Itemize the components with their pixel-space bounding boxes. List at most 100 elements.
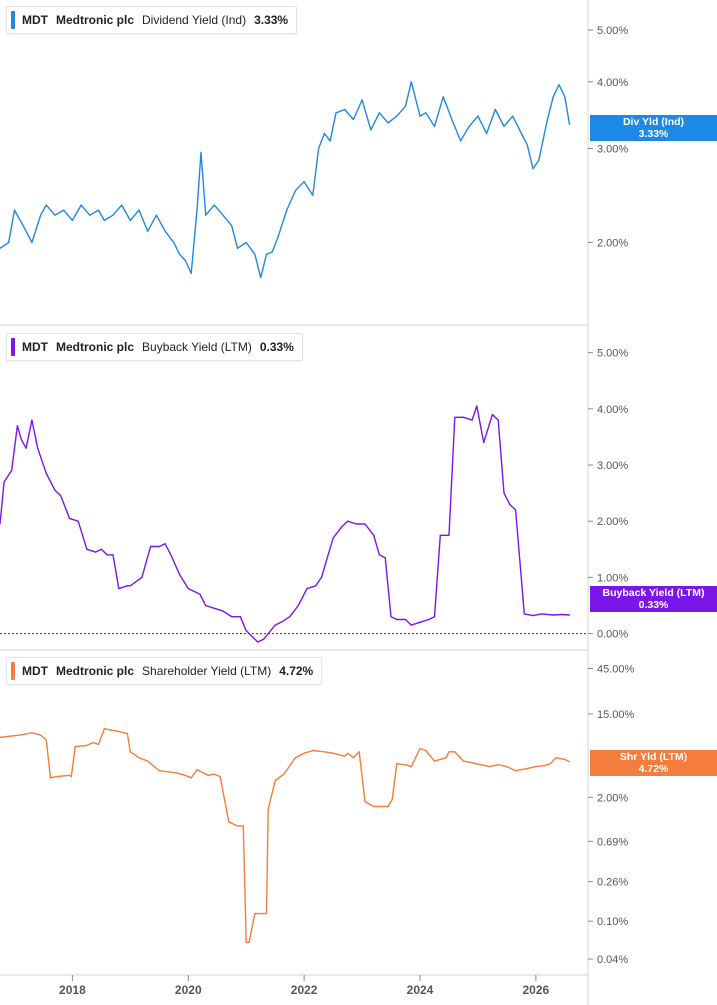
data-point-shareholder	[312, 749, 314, 752]
data-point-buyback	[523, 613, 525, 615]
data-point-dividend	[404, 105, 407, 107]
data-point-buyback	[11, 470, 13, 472]
y-tick-label: 1.00%	[597, 572, 628, 584]
data-point-shareholder	[471, 762, 473, 764]
data-point-buyback	[231, 616, 233, 618]
data-point-buyback	[239, 616, 241, 618]
y-tick-label: 3.00%	[597, 143, 628, 155]
data-point-dividend	[129, 219, 131, 221]
data-point-buyback	[95, 551, 97, 553]
y-tick-label: 2.00%	[597, 237, 628, 249]
data-point-shareholder	[118, 730, 120, 733]
legend-shareholder-yield[interactable]: MDT Medtronic plc Shareholder Yield (LTM…	[6, 657, 323, 685]
x-tick-label: 2024	[407, 983, 434, 997]
data-point-dividend	[213, 204, 215, 206]
tag-shareholder-yield: Shr Yld (LTM) 4.72%	[590, 750, 717, 776]
data-point-shareholder	[497, 764, 499, 766]
data-point-dividend	[378, 112, 380, 114]
data-point-dividend	[190, 272, 192, 274]
data-point-dividend	[370, 129, 372, 131]
data-point-shareholder	[448, 751, 450, 753]
data-point-shareholder	[378, 805, 380, 808]
data-point-dividend	[451, 118, 453, 121]
data-point-dividend	[361, 99, 363, 101]
data-point-buyback	[118, 588, 120, 590]
data-point-shareholder	[74, 746, 76, 748]
data-point-dividend	[31, 241, 33, 244]
data-point-shareholder	[190, 777, 192, 779]
data-point-shareholder	[126, 733, 128, 735]
data-point-buyback	[54, 489, 56, 491]
data-point-shareholder	[410, 766, 412, 768]
data-point-shareholder	[0, 736, 1, 738]
data-point-buyback	[213, 607, 215, 609]
data-point-buyback	[497, 419, 499, 421]
data-point-shareholder	[404, 764, 407, 766]
data-point-buyback	[112, 554, 114, 556]
tag-value: 3.33%	[638, 128, 669, 140]
data-point-dividend	[103, 219, 105, 221]
data-point-buyback	[428, 618, 430, 621]
y-tick-label: 3.00%	[597, 460, 628, 472]
data-point-dividend	[89, 214, 91, 216]
tag-value: 0.33%	[638, 599, 669, 611]
data-point-buyback	[568, 614, 571, 616]
data-point-buyback	[396, 618, 398, 621]
data-point-buyback	[86, 548, 88, 550]
data-point-buyback	[60, 495, 62, 497]
data-point-dividend	[329, 140, 331, 142]
y-tick-label: 0.00%	[597, 629, 628, 641]
data-point-buyback	[45, 472, 47, 475]
data-point-buyback	[373, 534, 375, 536]
data-point-dividend	[173, 241, 175, 244]
data-point-dividend	[164, 230, 166, 232]
data-point-buyback	[245, 630, 247, 632]
y-tick-label: 2.00%	[597, 516, 628, 528]
data-point-shareholder	[11, 735, 13, 737]
data-point-buyback	[410, 624, 412, 626]
data-point-buyback	[164, 543, 166, 545]
y-tick-label: 0.04%	[597, 954, 628, 966]
data-point-buyback	[150, 545, 152, 548]
data-point-dividend	[526, 144, 528, 146]
data-point-dividend	[387, 122, 389, 124]
y-tick-label: 0.69%	[597, 836, 628, 848]
data-point-shareholder	[86, 744, 88, 747]
legend-company: Medtronic plc	[56, 13, 135, 27]
data-point-shareholder	[488, 766, 491, 768]
data-point-shareholder	[419, 747, 421, 750]
legend-buyback-yield[interactable]: MDT Medtronic plc Buyback Yield (LTM) 0.…	[6, 333, 303, 361]
data-point-buyback	[503, 492, 505, 494]
legend-metric: Dividend Yield (Ind)	[142, 13, 247, 27]
data-point-dividend	[410, 81, 412, 83]
data-point-shareholder	[387, 805, 389, 808]
data-point-shareholder	[425, 749, 427, 752]
data-point-buyback	[141, 576, 143, 579]
data-point-dividend	[200, 151, 202, 153]
data-point-shareholder	[49, 777, 52, 779]
data-point-dividend	[80, 204, 82, 206]
data-point-shareholder	[92, 742, 94, 744]
data-point-shareholder	[103, 728, 105, 730]
tag-dividend-yield: Div Yld (Ind) 3.33%	[590, 115, 717, 141]
data-point-buyback	[100, 548, 102, 550]
data-point-dividend	[231, 225, 233, 227]
data-point-dividend	[54, 214, 56, 216]
data-point-buyback	[126, 585, 128, 587]
y-tick-label: 4.00%	[597, 404, 628, 416]
data-point-shareholder	[40, 734, 42, 736]
data-point-shareholder	[462, 760, 464, 762]
data-point-shareholder	[228, 821, 230, 823]
data-point-shareholder	[242, 825, 244, 827]
data-point-shareholder	[480, 764, 482, 766]
data-point-buyback	[561, 613, 563, 616]
data-point-shareholder	[97, 743, 100, 745]
data-point-buyback	[471, 419, 473, 421]
data-point-shareholder	[564, 758, 566, 761]
data-point-dividend	[286, 209, 288, 211]
data-point-dividend	[205, 214, 207, 216]
legend-dividend-yield[interactable]: MDT Medtronic plc Dividend Yield (Ind) 3…	[6, 6, 298, 34]
data-point-dividend	[179, 253, 181, 255]
data-point-buyback	[315, 585, 317, 587]
data-point-buyback	[448, 534, 450, 536]
